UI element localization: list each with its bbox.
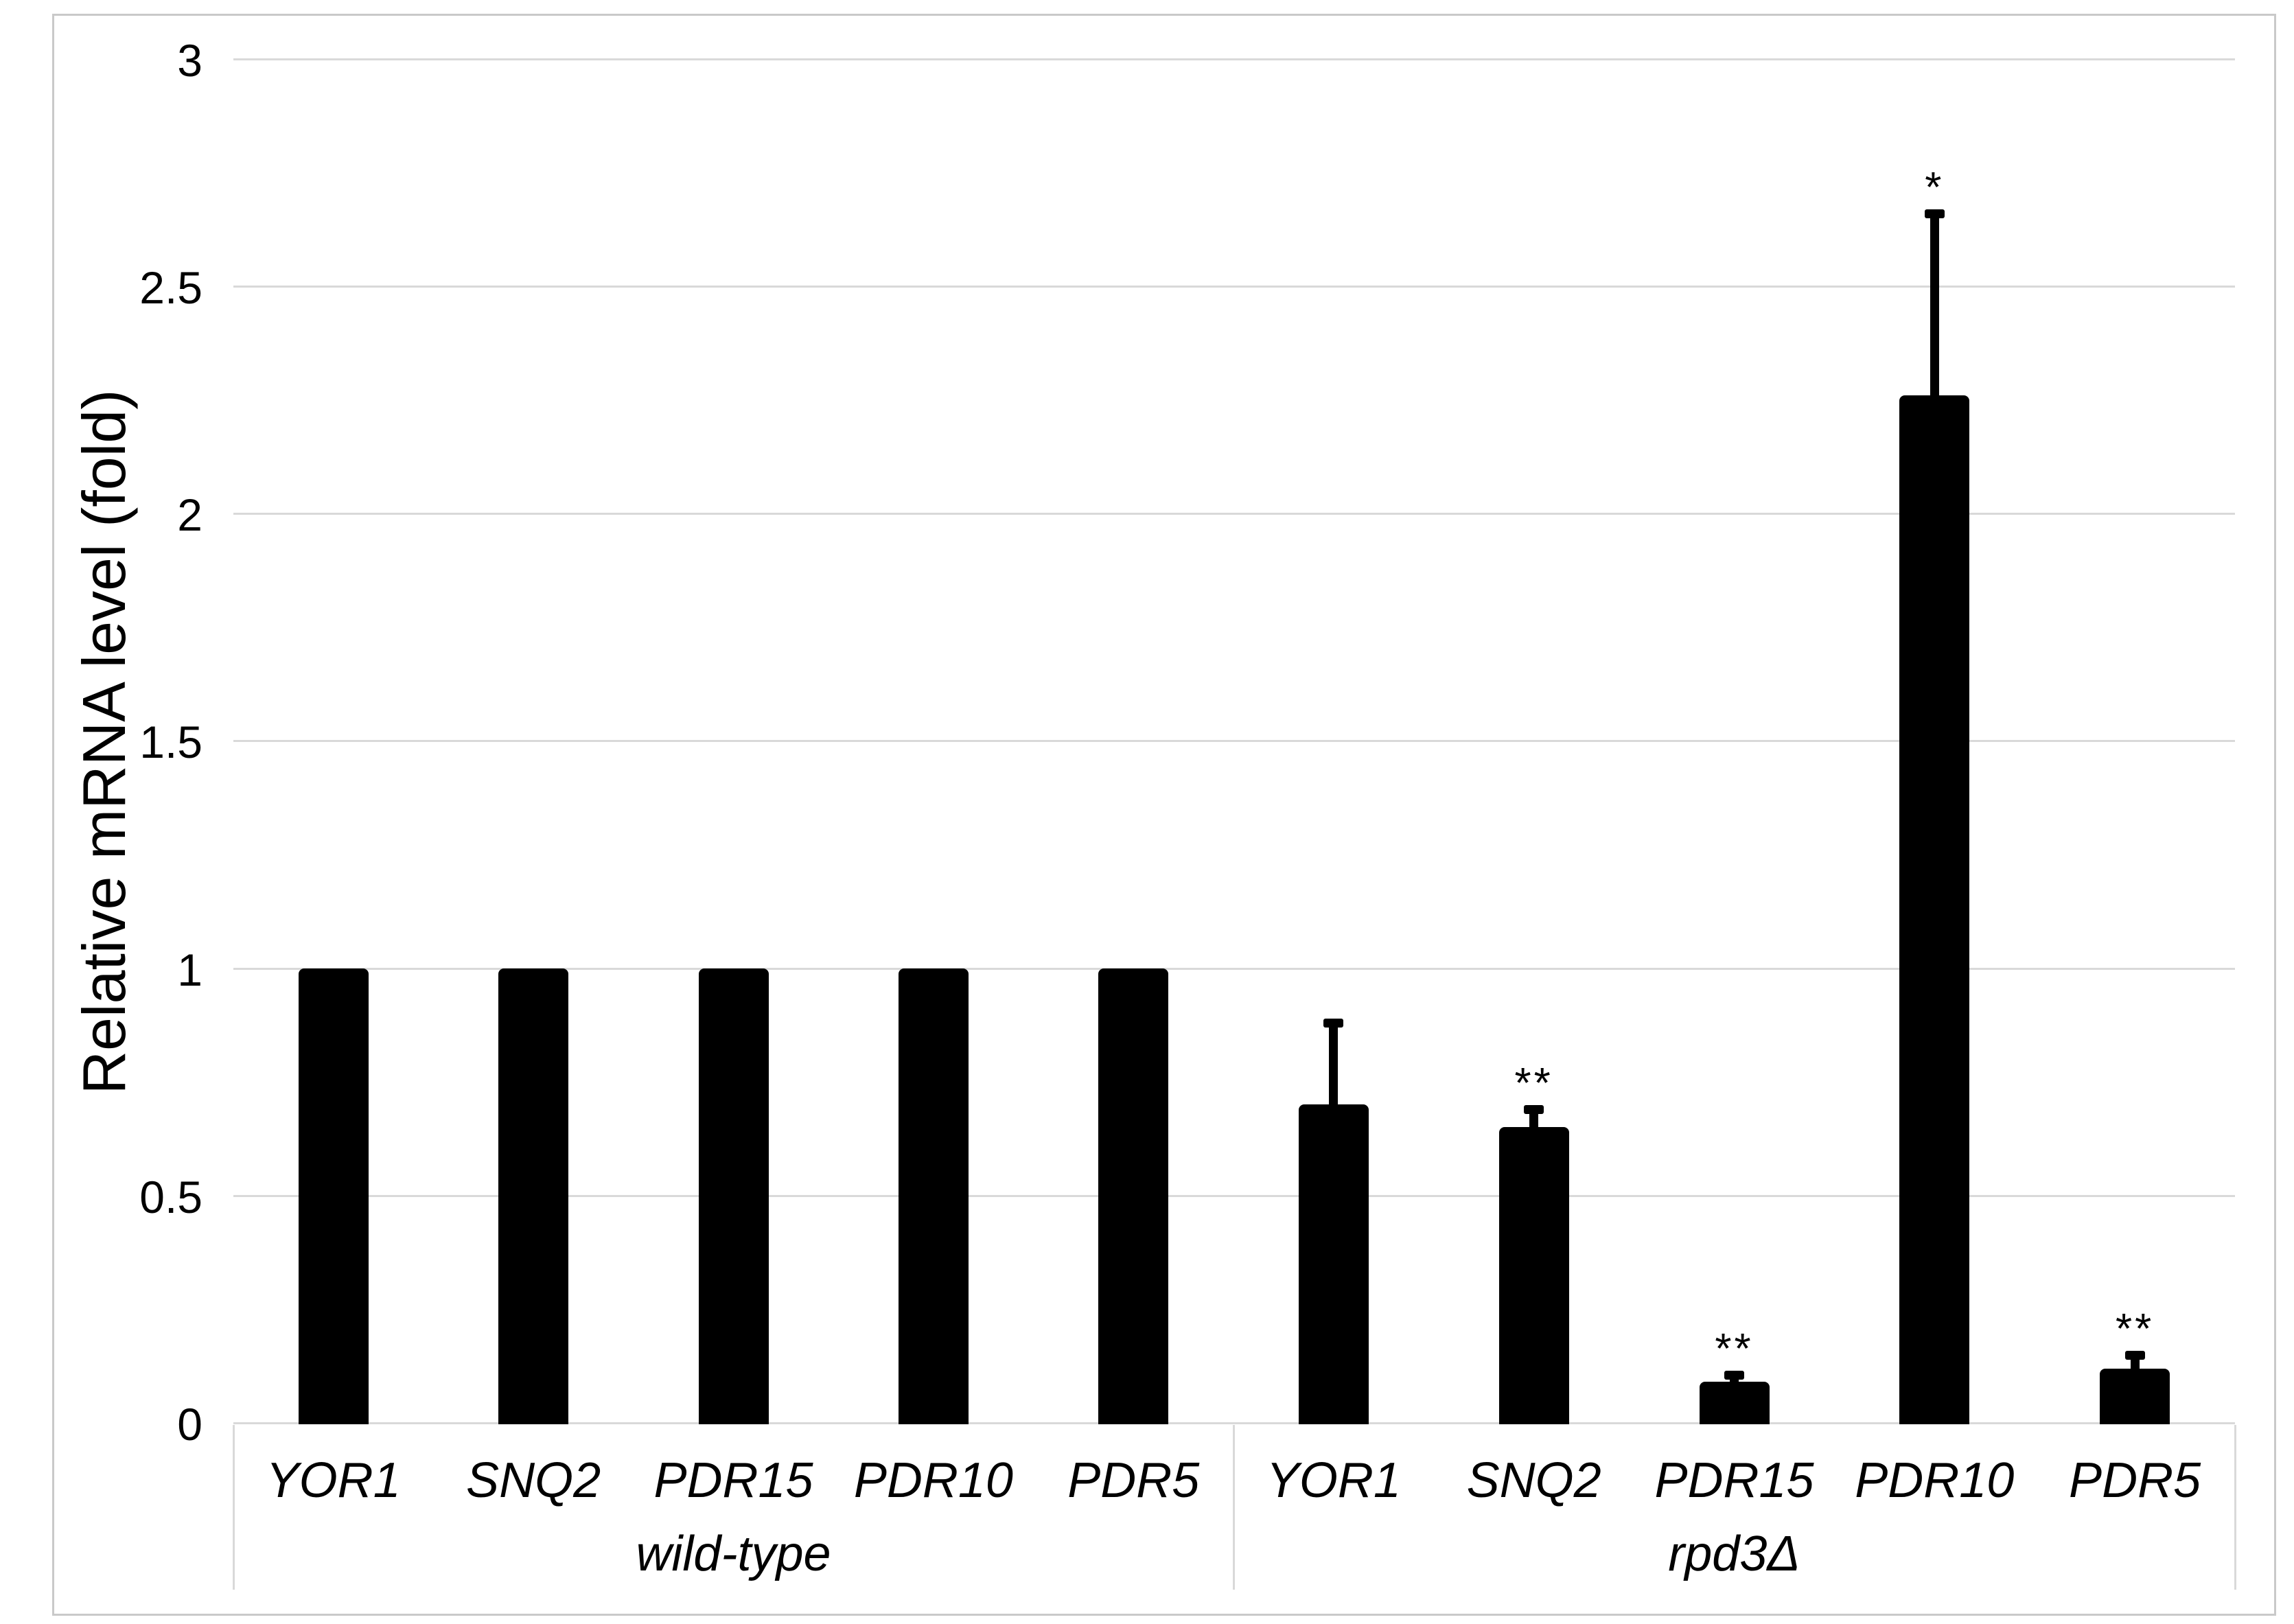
bar-rpd3-SNQ2 xyxy=(1498,1127,1569,1424)
significance-marker-PDR10: * xyxy=(1925,163,1945,211)
error-bar-stem-PDR5 xyxy=(2130,1357,2140,1371)
category-label-rpd3-YOR1: YOR1 xyxy=(1266,1453,1401,1508)
significance-marker-PDR15: ** xyxy=(1715,1325,1754,1373)
category-label-wildtype-PDR15: PDR15 xyxy=(653,1453,813,1508)
label-box-right-border xyxy=(2234,1425,2236,1590)
bar-rpd3-PDR10 xyxy=(1899,395,1970,1424)
gridline-y-0.5 xyxy=(233,1194,2235,1197)
category-label-wildtype-PDR10: PDR10 xyxy=(853,1453,1013,1508)
y-tick-label-0.5: 0.5 xyxy=(139,1171,202,1222)
gridline-y-2 xyxy=(233,513,2235,515)
category-label-wildtype-YOR1: YOR1 xyxy=(266,1453,401,1508)
significance-marker-SNQ2: ** xyxy=(1514,1059,1553,1107)
significance-marker-PDR5: ** xyxy=(2115,1305,2155,1353)
error-bar-stem-SNQ2 xyxy=(1529,1111,1539,1130)
bar-rpd3-PDR15 xyxy=(1699,1382,1770,1424)
error-bar-cap-PDR15 xyxy=(1724,1371,1744,1380)
error-bar-cap-PDR10 xyxy=(1924,209,1945,218)
gridline-y-1 xyxy=(233,967,2235,970)
bar-wildtype-SNQ2 xyxy=(498,968,569,1424)
error-bar-stem-PDR15 xyxy=(1730,1378,1739,1385)
category-label-rpd3-PDR10: PDR10 xyxy=(1855,1453,2015,1508)
category-label-wildtype-PDR5: PDR5 xyxy=(1067,1453,1200,1508)
error-bar-stem-YOR1 xyxy=(1329,1025,1339,1108)
category-label-rpd3-SNQ2: SNQ2 xyxy=(1466,1453,1601,1508)
group-divider-line xyxy=(1233,1425,1235,1590)
bar-wildtype-PDR10 xyxy=(898,968,969,1424)
category-label-wildtype-SNQ2: SNQ2 xyxy=(466,1453,601,1508)
bar-wildtype-YOR1 xyxy=(298,968,369,1424)
figure-border xyxy=(52,14,2276,1616)
category-label-rpd3-PDR5: PDR5 xyxy=(2069,1453,2201,1508)
error-bar-cap-YOR1 xyxy=(1323,1019,1344,1028)
error-bar-cap-PDR5 xyxy=(2124,1350,2145,1360)
bar-wildtype-PDR5 xyxy=(1098,968,1169,1424)
category-label-rpd3-PDR15: PDR15 xyxy=(1654,1453,1814,1508)
bar-rpd3-PDR5 xyxy=(2100,1368,2170,1424)
y-tick-label-3: 3 xyxy=(177,34,202,86)
bar-wildtype-PDR15 xyxy=(698,968,769,1424)
y-tick-label-2: 2 xyxy=(177,489,202,540)
gridline-y-3 xyxy=(233,58,2235,60)
x-axis-line xyxy=(233,1422,2235,1424)
error-bar-stem-PDR10 xyxy=(1930,216,1939,398)
y-tick-label-1: 1 xyxy=(177,944,202,995)
y-tick-label-0: 0 xyxy=(177,1399,202,1450)
label-box-left-border xyxy=(233,1425,235,1590)
y-tick-label-1.5: 1.5 xyxy=(139,717,202,768)
group-label-rpd3: rpd3Δ xyxy=(1668,1527,1800,1581)
gridline-y-1.5 xyxy=(233,740,2235,743)
bar-rpd3-YOR1 xyxy=(1298,1104,1369,1424)
y-tick-label-2.5: 2.5 xyxy=(139,262,202,313)
error-bar-cap-SNQ2 xyxy=(1524,1104,1544,1114)
group-label-wild-type: wild-type xyxy=(636,1527,831,1581)
gridline-y-2.5 xyxy=(233,285,2235,288)
